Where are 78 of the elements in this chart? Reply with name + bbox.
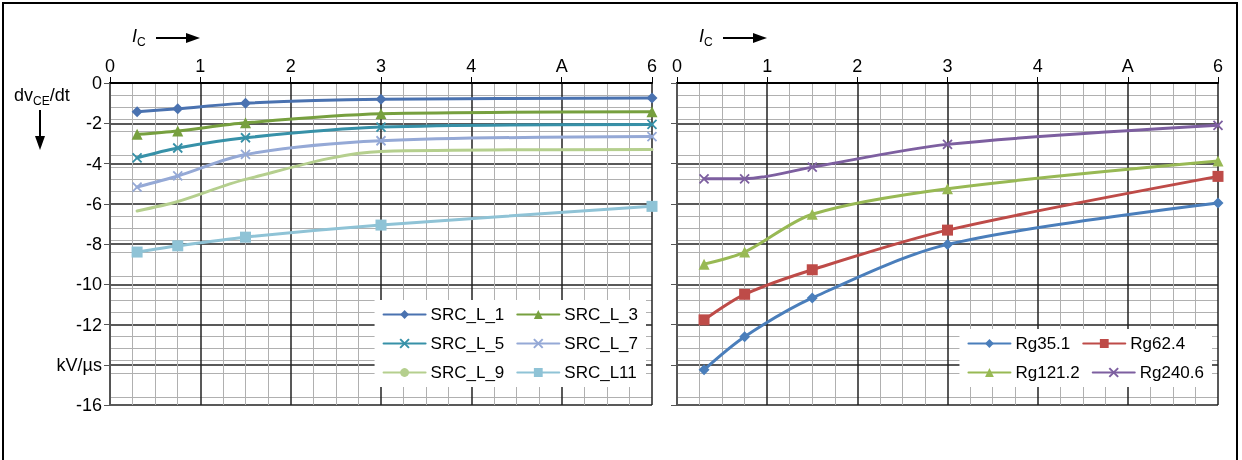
point	[172, 125, 184, 137]
legend-label: SRC_L_9	[430, 363, 505, 382]
point	[739, 246, 751, 258]
point	[172, 240, 184, 252]
point	[698, 364, 710, 376]
y-tick-label: -12	[75, 314, 102, 335]
x-tick-label: A	[555, 56, 568, 76]
point	[131, 128, 143, 140]
point	[375, 135, 387, 147]
y-tick-label: -8	[85, 234, 102, 254]
point	[698, 173, 710, 185]
point	[375, 219, 387, 231]
legend-label: SRC_L_3	[564, 305, 639, 324]
y-tick-label: kV/µs	[56, 354, 102, 375]
point	[698, 314, 710, 326]
legend-label: SRC_L_5	[430, 334, 505, 353]
x-tick-label: 0	[671, 56, 683, 76]
point	[240, 117, 251, 129]
point	[172, 170, 184, 182]
x-tick-label: 6	[1212, 56, 1224, 76]
x-tick-label: 6	[646, 56, 657, 76]
line-series	[135, 147, 654, 213]
point	[739, 288, 751, 300]
x-tick-label: 0	[104, 56, 116, 76]
point	[646, 106, 658, 118]
legend-label: Rg62.4	[1130, 334, 1186, 353]
point	[806, 208, 818, 220]
point	[240, 149, 251, 160]
point	[646, 92, 658, 104]
point	[240, 132, 251, 144]
point	[240, 97, 251, 109]
y-tick-label: -16	[75, 395, 102, 415]
legend-label: SRC_L11	[564, 363, 637, 382]
point	[375, 93, 387, 105]
point	[375, 108, 387, 120]
x-tick-label: 1	[762, 56, 773, 76]
point	[131, 106, 143, 118]
x-tick-label: A	[1121, 56, 1134, 76]
point	[1212, 155, 1224, 167]
point	[131, 181, 143, 193]
point	[646, 200, 658, 212]
point	[942, 238, 953, 250]
point	[1212, 170, 1224, 182]
x-tick-label: 4	[1032, 56, 1043, 76]
point	[806, 292, 818, 304]
point	[942, 138, 953, 150]
point	[942, 224, 953, 236]
point	[646, 131, 658, 142]
point	[739, 173, 751, 185]
x-tick-label: 2	[852, 56, 863, 76]
legend-label: SRC_L_1	[430, 305, 505, 324]
point	[131, 246, 143, 258]
point	[1212, 119, 1224, 131]
legend-label: SRC_L_7	[564, 334, 639, 353]
point	[646, 119, 658, 130]
point	[1212, 197, 1224, 209]
x-tick-label: 1	[195, 56, 206, 76]
y-tick-label: -4	[85, 153, 102, 174]
point	[806, 161, 818, 173]
point	[698, 258, 710, 270]
x-tick-label: 2	[285, 56, 296, 76]
point	[942, 183, 953, 195]
point	[131, 152, 143, 164]
y-tick-label: -6	[85, 193, 102, 214]
point	[375, 121, 387, 133]
y-tick-label: -10	[75, 274, 102, 295]
y-tick-label: -2	[85, 113, 102, 134]
point	[739, 331, 751, 343]
legend-label: Rg35.1	[1015, 334, 1071, 353]
x-tick-label: 4	[466, 56, 477, 76]
point	[172, 142, 184, 154]
point	[240, 231, 251, 243]
legend-label: Rg240.6	[1139, 363, 1205, 382]
x-tick-label: 3	[942, 56, 953, 76]
x-tick-label: 3	[375, 56, 387, 76]
y-tick-label: 0	[91, 73, 102, 93]
legend-label: Rg121.2	[1015, 363, 1080, 382]
point	[806, 264, 818, 276]
